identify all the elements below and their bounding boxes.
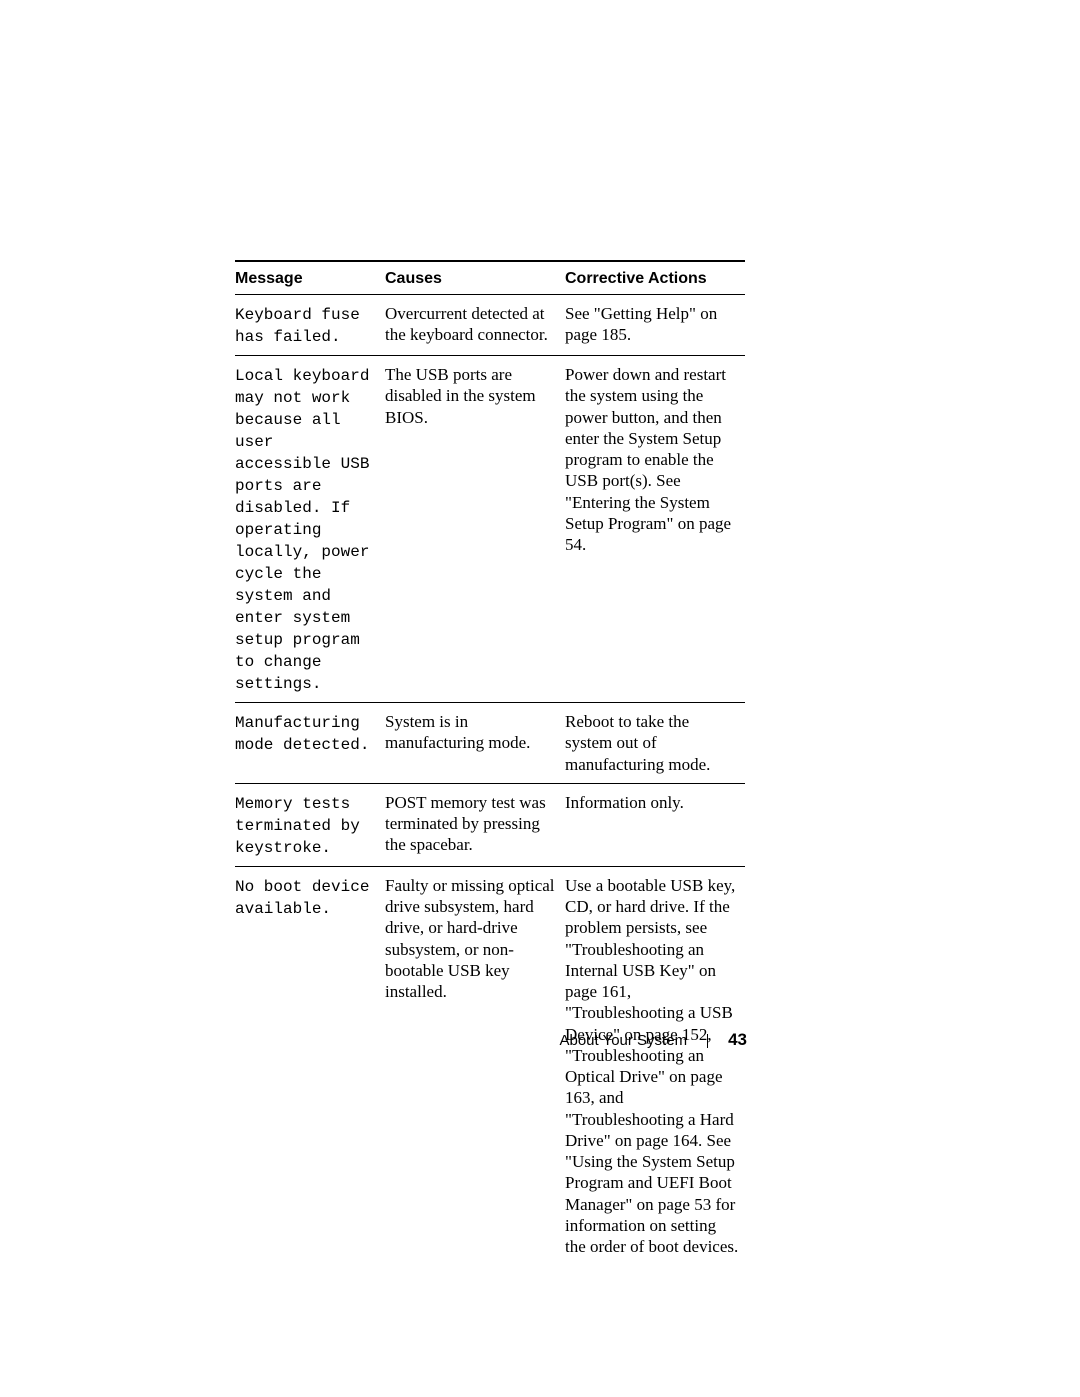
cell-message-text: Manufacturing mode detected. — [235, 714, 369, 754]
table-row: Manufacturing mode detected. System is i… — [235, 703, 745, 784]
cell-causes: POST memory test was terminated by press… — [385, 783, 565, 866]
col-header-message: Message — [235, 261, 385, 295]
cell-message: Manufacturing mode detected. — [235, 703, 385, 784]
table-row: Memory tests terminated by keystroke. PO… — [235, 783, 745, 866]
cell-actions: See "Getting Help" on page 185. — [565, 295, 745, 356]
messages-table: Message Causes Corrective Actions Keyboa… — [235, 260, 745, 1265]
cell-message-text: Memory tests terminated by keystroke. — [235, 795, 360, 857]
cell-message: Memory tests terminated by keystroke. — [235, 783, 385, 866]
footer-section-title: About Your System — [559, 1032, 687, 1049]
cell-actions: Reboot to take the system out of manufac… — [565, 703, 745, 784]
cell-message-text: No boot device available. — [235, 878, 369, 918]
col-header-causes-text: Causes — [385, 270, 442, 287]
cell-causes: The USB ports are disabled in the system… — [385, 356, 565, 703]
cell-causes: Overcurrent detected at the keyboard con… — [385, 295, 565, 356]
page: Message Causes Corrective Actions Keyboa… — [0, 0, 1080, 1397]
table-header-row: Message Causes Corrective Actions — [235, 261, 745, 295]
cell-causes: System is in manufacturing mode. — [385, 703, 565, 784]
col-header-causes: Causes — [385, 261, 565, 295]
cell-actions: Information only. — [565, 783, 745, 866]
page-footer-inner: About Your System 43 — [559, 1030, 747, 1050]
col-header-actions: Corrective Actions — [565, 261, 745, 295]
cell-causes: Faulty or missing optical drive subsyste… — [385, 866, 565, 1265]
table-row: Keyboard fuse has failed. Overcurrent de… — [235, 295, 745, 356]
col-header-message-text: Message — [235, 270, 303, 287]
cell-message-text: Keyboard fuse has failed. — [235, 306, 360, 346]
table-row: Local keyboard may not work because all … — [235, 356, 745, 703]
cell-message: Local keyboard may not work because all … — [235, 356, 385, 703]
table-row: No boot device available. Faulty or miss… — [235, 866, 745, 1265]
cell-message-text: Local keyboard may not work because all … — [235, 367, 369, 693]
cell-actions: Power down and restart the system using … — [565, 356, 745, 703]
cell-message: Keyboard fuse has failed. — [235, 295, 385, 356]
cell-message: No boot device available. — [235, 866, 385, 1265]
messages-table-wrap: Message Causes Corrective Actions Keyboa… — [235, 260, 745, 1265]
col-header-actions-text: Corrective Actions — [565, 270, 707, 287]
cell-actions: Use a bootable USB key, CD, or hard driv… — [565, 866, 745, 1265]
footer-page-number: 43 — [728, 1030, 747, 1049]
footer-separator — [707, 1034, 708, 1048]
